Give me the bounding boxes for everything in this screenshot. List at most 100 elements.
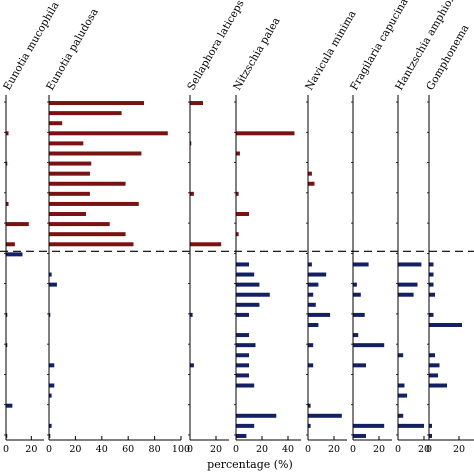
x-tick-label-hantzschia-amphioxys-1: 20 bbox=[418, 444, 430, 455]
bar-nitzschia-palea-20 bbox=[236, 302, 260, 307]
bar-gomphonema-16 bbox=[429, 262, 434, 267]
bar-eunotia-paludosa-14 bbox=[49, 242, 134, 247]
bar-nitzschia-palea-21 bbox=[236, 312, 249, 317]
x-axis-label: percentage (%) bbox=[207, 458, 293, 471]
bar-gomphonema-18 bbox=[429, 282, 434, 287]
bar-nitzschia-palea-26 bbox=[236, 363, 249, 368]
bar-sellaphora-laticeps-4 bbox=[190, 141, 192, 146]
bar-fragilaria-capucina-23 bbox=[353, 333, 359, 338]
bar-fragilaria-capucina-16 bbox=[353, 262, 369, 267]
bar-gomphonema-22 bbox=[429, 322, 462, 327]
bar-hantzschia-amphioxys-16 bbox=[398, 262, 422, 267]
bar-nitzschia-palea-18 bbox=[236, 282, 260, 287]
bar-navicula-minima-20 bbox=[308, 302, 316, 307]
bar-nitzschia-palea-13 bbox=[236, 232, 239, 237]
bar-navicula-minima-7 bbox=[308, 171, 312, 176]
bar-sellaphora-laticeps-0 bbox=[190, 101, 203, 106]
bar-eunotia-mucophila-30 bbox=[6, 403, 13, 408]
bar-eunotia-paludosa-28 bbox=[49, 383, 55, 388]
bar-nitzschia-palea-24 bbox=[236, 343, 256, 348]
x-tick-label-sellaphora-laticeps-1: 20 bbox=[210, 444, 222, 455]
bar-fragilaria-capucina-18 bbox=[353, 282, 357, 287]
bar-sellaphora-laticeps-21 bbox=[190, 312, 193, 317]
x-tick-label-eunotia-mucophila-1: 20 bbox=[25, 444, 37, 455]
bar-navicula-minima-19 bbox=[308, 292, 314, 297]
bar-nitzschia-palea-11 bbox=[236, 212, 249, 217]
bar-gomphonema-33 bbox=[429, 433, 432, 438]
bar-eunotia-paludosa-29 bbox=[49, 393, 52, 398]
bar-eunotia-paludosa-32 bbox=[49, 423, 52, 428]
bar-nitzschia-palea-25 bbox=[236, 353, 249, 358]
bar-sellaphora-laticeps-9 bbox=[190, 191, 194, 196]
bar-gomphonema-21 bbox=[429, 312, 434, 317]
x-tick-label-eunotia-mucophila-0: 0 bbox=[3, 444, 9, 455]
bar-nitzschia-palea-9 bbox=[236, 191, 239, 196]
x-tick-label-nitzschia-palea-1: 20 bbox=[256, 444, 268, 455]
bar-sellaphora-laticeps-14 bbox=[190, 242, 222, 247]
bar-nitzschia-palea-32 bbox=[236, 423, 255, 428]
x-tick-label-eunotia-paludosa-2: 40 bbox=[96, 444, 108, 455]
panel-navicula-minima: 0 20 Navicula minima bbox=[303, 9, 358, 455]
bar-eunotia-paludosa-0 bbox=[49, 101, 145, 106]
bar-navicula-minima-31 bbox=[308, 413, 342, 418]
bar-hantzschia-amphioxys-31 bbox=[398, 413, 404, 418]
bar-eunotia-mucophila-10 bbox=[6, 201, 9, 206]
bar-gomphonema-19 bbox=[429, 292, 435, 297]
x-tick-label-eunotia-paludosa-4: 80 bbox=[149, 444, 161, 455]
bar-eunotia-paludosa-3 bbox=[49, 131, 168, 136]
x-tick-label-fragilaria-capucina-0: 0 bbox=[350, 444, 356, 455]
bar-fragilaria-capucina-21 bbox=[353, 312, 365, 317]
bar-nitzschia-palea-5 bbox=[236, 151, 240, 156]
bar-eunotia-mucophila-24 bbox=[6, 343, 8, 348]
x-tick-label-eunotia-paludosa-3: 60 bbox=[122, 444, 134, 455]
x-tick-label-hantzschia-amphioxys-0: 0 bbox=[395, 444, 401, 455]
bar-navicula-minima-32 bbox=[308, 423, 311, 428]
bar-navicula-minima-21 bbox=[308, 312, 331, 317]
x-tick-label-eunotia-paludosa-0: 0 bbox=[46, 444, 52, 455]
bar-eunotia-paludosa-1 bbox=[49, 111, 122, 116]
panel-title-nitzschia-palea: Nitzschia palea bbox=[231, 15, 282, 92]
bar-eunotia-mucophila-14 bbox=[6, 242, 15, 247]
x-tick-label-navicula-minima-1: 20 bbox=[328, 444, 340, 455]
x-tick-label-eunotia-paludosa-5: 100 bbox=[172, 444, 190, 455]
bar-navicula-minima-22 bbox=[308, 322, 319, 327]
bar-eunotia-mucophila-21 bbox=[6, 312, 8, 317]
bar-gomphonema-17 bbox=[429, 272, 434, 277]
bar-eunotia-paludosa-13 bbox=[49, 232, 126, 237]
bar-eunotia-mucophila-33 bbox=[6, 433, 8, 438]
bar-fragilaria-capucina-26 bbox=[353, 363, 366, 368]
bar-eunotia-paludosa-33 bbox=[49, 433, 51, 438]
bar-eunotia-mucophila-15 bbox=[6, 252, 23, 257]
bar-navicula-minima-18 bbox=[308, 282, 319, 287]
bar-gomphonema-25 bbox=[429, 353, 435, 358]
bar-hantzschia-amphioxys-32 bbox=[398, 423, 424, 428]
bar-eunotia-paludosa-21 bbox=[49, 312, 51, 317]
bar-eunotia-paludosa-10 bbox=[49, 201, 139, 206]
bar-navicula-minima-24 bbox=[308, 343, 314, 348]
bar-fragilaria-capucina-24 bbox=[353, 343, 385, 348]
bar-eunotia-paludosa-4 bbox=[49, 141, 84, 146]
bar-gomphonema-28 bbox=[429, 383, 447, 388]
bar-nitzschia-palea-31 bbox=[236, 413, 277, 418]
x-tick-label-nitzschia-palea-0: 0 bbox=[233, 444, 239, 455]
x-tick-label-eunotia-paludosa-1: 20 bbox=[69, 444, 81, 455]
bar-eunotia-paludosa-12 bbox=[49, 222, 110, 227]
x-tick-label-gomphonema-1: 20 bbox=[453, 444, 465, 455]
x-tick-label-sellaphora-laticeps-0: 0 bbox=[187, 444, 193, 455]
bar-fragilaria-capucina-32 bbox=[353, 423, 385, 428]
bar-hantzschia-amphioxys-25 bbox=[398, 353, 404, 358]
x-tick-label-fragilaria-capucina-1: 20 bbox=[373, 444, 385, 455]
bar-eunotia-paludosa-17 bbox=[49, 272, 52, 277]
bar-navicula-minima-16 bbox=[308, 262, 312, 267]
bar-eunotia-paludosa-11 bbox=[49, 212, 86, 217]
panel-nitzschia-palea: 0 20 40 Nitzschia palea bbox=[231, 15, 301, 455]
bar-eunotia-paludosa-26 bbox=[49, 363, 55, 368]
bar-eunotia-paludosa-8 bbox=[49, 181, 126, 186]
bar-nitzschia-palea-28 bbox=[236, 383, 255, 388]
bar-eunotia-paludosa-6 bbox=[49, 161, 92, 166]
